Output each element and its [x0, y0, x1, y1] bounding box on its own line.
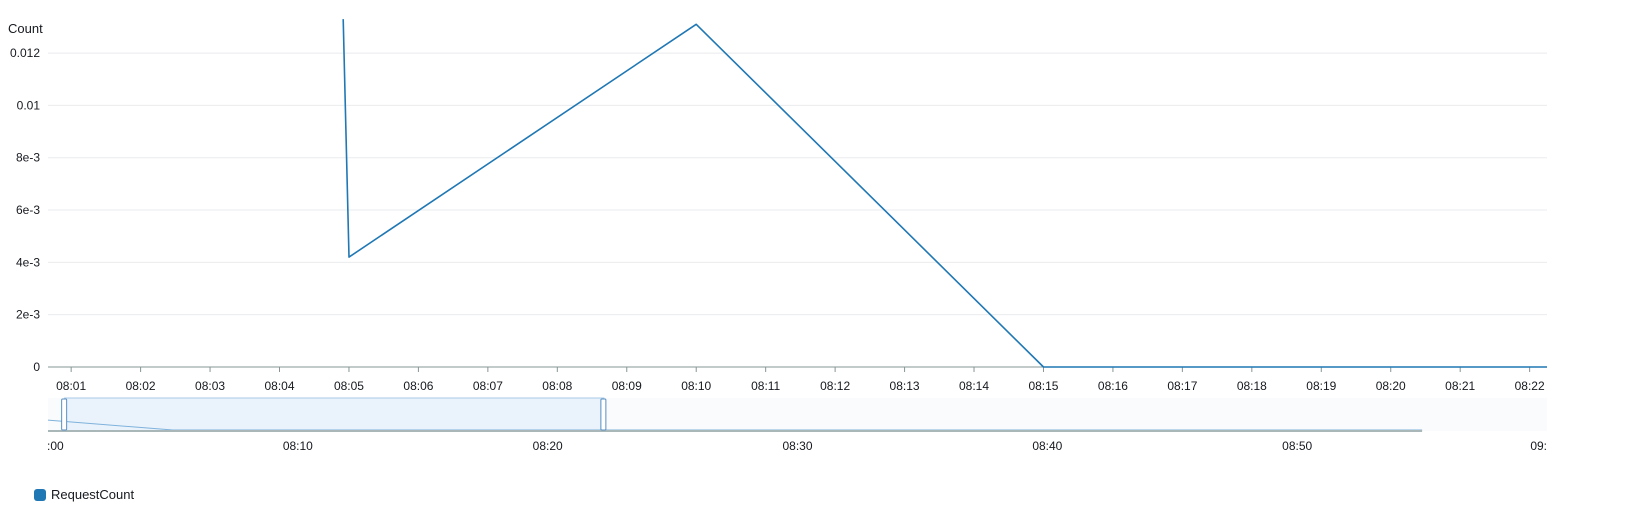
x-tick-label: 08:04: [264, 379, 294, 393]
x-tick-label: 08:08: [542, 379, 572, 393]
time-range-navigator[interactable]: :00 08:10 08:20 08:30 08:40 08:50 09:: [47, 397, 1547, 453]
navigator-tick-label: 08:50: [1282, 439, 1312, 453]
y-tick-label: 0.01: [17, 98, 41, 112]
x-tick-label: 08:15: [1028, 379, 1058, 393]
navigator-tick-label: 08:10: [283, 439, 313, 453]
navigator-tick-label: 08:20: [533, 439, 563, 453]
navigator-selection[interactable]: [64, 397, 605, 432]
x-tick-label: 08:17: [1167, 379, 1197, 393]
x-tick-label: 08:10: [681, 379, 711, 393]
x-tick-label: 08:12: [820, 379, 850, 393]
navigator-tick-label: 08:30: [782, 439, 812, 453]
y-axis-unit-label: Count: [8, 21, 43, 36]
navigator-handle-right[interactable]: [600, 398, 607, 431]
x-tick-label: 08:05: [334, 379, 364, 393]
y-tick-label: 0.012: [10, 46, 40, 60]
y-tick-label: 8e-3: [16, 151, 40, 165]
x-tick-label: 08:14: [959, 379, 989, 393]
navigator-handle-left[interactable]: [61, 398, 68, 431]
series-layer: [342, 19, 1547, 368]
x-tick-label: 08:19: [1306, 379, 1336, 393]
grid-lines: [48, 52, 1547, 316]
x-tick-label: 08:13: [890, 379, 920, 393]
x-tick-label: 08:11: [751, 379, 780, 393]
y-tick-label: 4e-3: [16, 255, 40, 269]
legend-item-requestcount[interactable]: RequestCount: [34, 487, 134, 502]
legend-label: RequestCount: [51, 487, 135, 502]
y-tick-label: 6e-3: [16, 203, 40, 217]
x-axis: 08:01 08:02 08:03 08:04 08:05 08:06 08:07 08:08…: [48, 366, 1547, 393]
x-tick-label: 08:01: [56, 379, 86, 393]
y-tick-label: 0: [33, 360, 40, 374]
x-tick-label: 08:18: [1237, 379, 1267, 393]
navigator-tick-label: 08:40: [1032, 439, 1062, 453]
x-tick-label: 08:07: [473, 379, 503, 393]
navigator-tick-label: :00: [47, 439, 64, 453]
series-line-requestcount: [342, 19, 1547, 368]
x-tick-label: 08:02: [126, 379, 156, 393]
x-tick-label: 08:09: [612, 379, 642, 393]
x-tick-label: 08:03: [195, 379, 225, 393]
navigator-tick-label: 09:: [1530, 439, 1547, 453]
x-tick-label: 08:06: [403, 379, 433, 393]
y-axis: 0 2e-3 4e-3 6e-3 8e-3 0.01 0.012: [10, 46, 40, 374]
request-count-chart: Count 02e-34e-36e-38e-30.010.012 08:01 08…: [8, 19, 1547, 453]
x-tick-label: 08:20: [1376, 379, 1406, 393]
x-tick-label: 08:16: [1098, 379, 1128, 393]
y-tick-label: 2e-3: [16, 308, 40, 322]
x-tick-label: 08:22: [1515, 379, 1545, 393]
legend-swatch: [34, 488, 46, 501]
x-tick-label: 08:21: [1445, 379, 1475, 393]
